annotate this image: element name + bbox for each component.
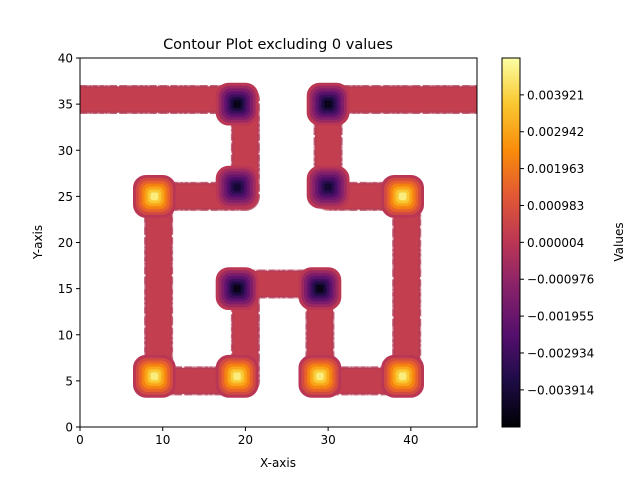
colorbar-tick-label: −0.003914 xyxy=(527,383,594,397)
contour-level xyxy=(232,182,242,192)
contour-level xyxy=(315,371,325,381)
y-tick-label: 30 xyxy=(58,144,73,158)
contour-peak xyxy=(381,174,425,218)
x-tick-label: 30 xyxy=(320,433,335,447)
colorbar-tick-label: 0.001963 xyxy=(527,162,584,176)
contour-peak xyxy=(215,82,259,126)
contour-layer xyxy=(80,82,477,398)
colorbar-tick-label: −0.001955 xyxy=(527,310,594,324)
x-axis: 0 10 20 30 40 xyxy=(76,427,418,447)
colorbar-tick-label: −0.002934 xyxy=(527,346,594,360)
contour-peak xyxy=(215,354,259,398)
contour-peak xyxy=(132,174,176,218)
y-axis: 0 5 10 15 20 25 30 35 40 xyxy=(58,52,80,435)
contour-level xyxy=(398,191,408,201)
x-tick-label: 10 xyxy=(155,433,170,447)
contour-level xyxy=(149,191,159,201)
contour-peak xyxy=(132,354,176,398)
contour-level xyxy=(232,284,242,294)
chart-title: Contour Plot excluding 0 values xyxy=(163,37,393,53)
x-tick-label: 0 xyxy=(76,433,84,447)
y-tick-label: 5 xyxy=(65,374,73,388)
x-tick-label: 20 xyxy=(238,433,253,447)
colorbar-label: Values xyxy=(612,222,626,261)
contour-level xyxy=(323,99,333,109)
colorbar-tick-label: 0.000983 xyxy=(527,199,584,213)
contour-level xyxy=(398,371,408,381)
contour-peak xyxy=(215,165,259,209)
x-tick-label: 40 xyxy=(403,433,418,447)
contour-peak xyxy=(381,354,425,398)
colorbar-ticks: 0.003921 0.002942 0.001963 0.000983 0.000004… xyxy=(520,88,594,397)
contour-level xyxy=(232,371,242,381)
y-tick-label: 35 xyxy=(58,98,73,112)
contour-peak xyxy=(215,267,259,311)
y-tick-label: 0 xyxy=(65,421,73,435)
y-axis-label: Y-axis xyxy=(31,225,45,260)
y-tick-label: 20 xyxy=(58,236,73,250)
x-axis-label: X-axis xyxy=(260,456,296,470)
contour-level xyxy=(232,99,242,109)
contour-peak xyxy=(298,267,342,311)
contour-level xyxy=(323,182,333,192)
y-tick-label: 40 xyxy=(58,52,73,66)
contour-peak xyxy=(298,354,342,398)
contour-peak xyxy=(306,165,350,209)
colorbar-tick-label: 0.003921 xyxy=(527,88,584,102)
colorbar-tick-label: −0.000976 xyxy=(527,273,594,287)
y-tick-label: 10 xyxy=(58,328,73,342)
y-tick-label: 25 xyxy=(58,190,73,204)
contour-band-core xyxy=(80,87,477,393)
colorbar xyxy=(501,57,521,428)
colorbar-tick-label: 0.000004 xyxy=(527,236,584,250)
colorbar-tick-label: 0.002942 xyxy=(527,125,584,139)
contour-level xyxy=(149,371,159,381)
y-tick-label: 15 xyxy=(58,282,73,296)
contour-peak xyxy=(306,82,350,126)
contour-level xyxy=(315,284,325,294)
